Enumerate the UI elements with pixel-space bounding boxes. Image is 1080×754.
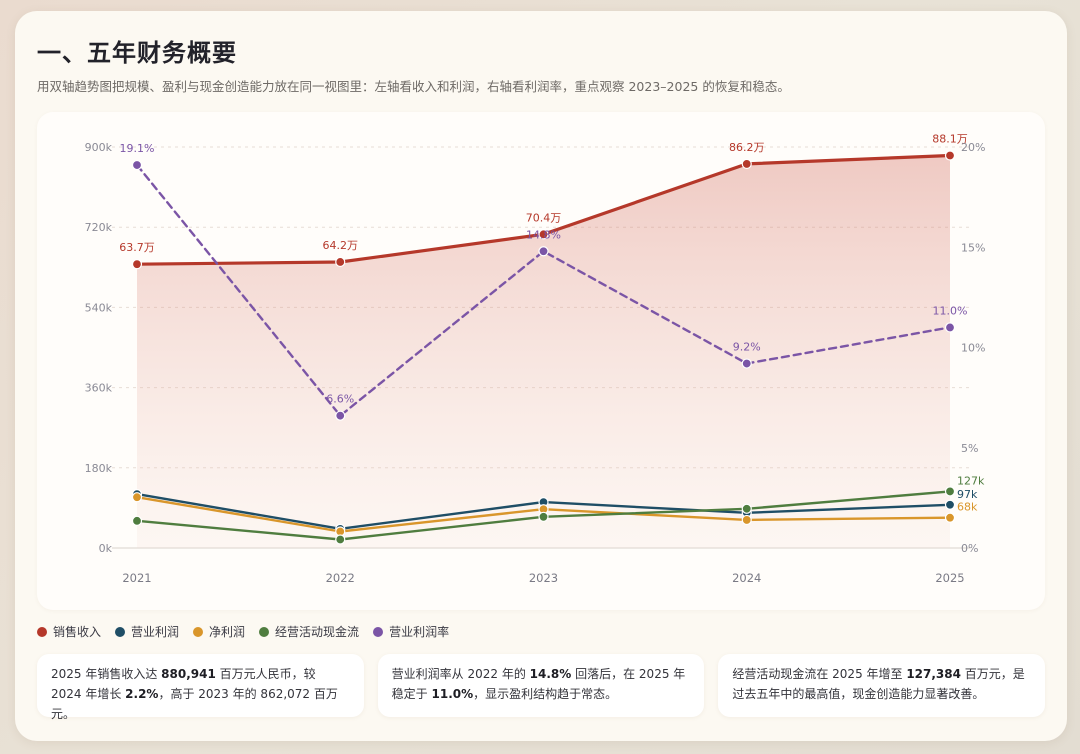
- chart-panel: 63.7万 64.2万 70.4万 86.2万 88.1万 97k 68k 127k 19.1%…: [37, 112, 1045, 610]
- right-axis-tick-label: 10%: [961, 342, 985, 355]
- legend-item[interactable]: 销售收入: [37, 623, 101, 640]
- note-text-segment: 百万元人民币，较 2024 年增长: [51, 667, 316, 701]
- left-axis-tick-label: 900k: [85, 141, 113, 154]
- data-point: [741, 503, 752, 514]
- data-point: [944, 322, 956, 333]
- x-axis-tick-label: 2025: [935, 571, 964, 585]
- left-axis-tick-label: 720k: [85, 221, 113, 234]
- legend-label: 销售收入: [53, 625, 102, 639]
- x-axis-tick-label: 2023: [529, 571, 558, 585]
- legend-swatch: [259, 626, 270, 637]
- data-point: [741, 158, 752, 170]
- right-axis-tick-label: 5%: [961, 442, 978, 455]
- left-axis-tick-label: 360k: [85, 382, 113, 395]
- note-text-segment: ，显示盈利结构趋于常态。: [473, 687, 618, 701]
- legend-item[interactable]: 营业利润率: [373, 623, 449, 640]
- x-axis-tick-label: 2022: [326, 571, 355, 585]
- data-label: 19.1%: [120, 142, 155, 155]
- left-axis-tick-label: 540k: [85, 301, 113, 314]
- data-point: [131, 492, 143, 503]
- legend-label: 经营活动现金流: [275, 625, 360, 639]
- data-label: 63.7万: [119, 241, 155, 254]
- data-label: 11.0%: [933, 304, 968, 317]
- data-point: [944, 499, 956, 510]
- legend-label: 营业利润: [131, 625, 180, 639]
- data-label: 70.4万: [526, 211, 562, 224]
- note-text-segment: 经营活动现金流在 2025 年增至: [732, 667, 907, 681]
- chart-legend: 销售收入 营业利润 净利润 经营活动现金流 营业利润率: [37, 623, 449, 640]
- note-text-segment: 880,941: [161, 667, 216, 681]
- right-axis-tick-label: 0%: [961, 542, 978, 555]
- data-point: [741, 514, 752, 526]
- legend-item[interactable]: 经营活动现金流: [259, 623, 359, 640]
- insight-notes: 2025 年销售收入达 880,941 百万元人民币，较 2024 年增长 2.…: [37, 654, 1046, 721]
- legend-swatch: [115, 626, 126, 637]
- legend-item[interactable]: 营业利润: [115, 623, 179, 640]
- data-label: 86.2万: [729, 141, 765, 154]
- x-axis-tick-label: 2021: [122, 571, 151, 585]
- data-point: [741, 358, 752, 369]
- note-text-segment: 回落后，在 2025 年稳定于: [391, 667, 686, 701]
- data-label: 88.1万: [932, 132, 968, 145]
- legend-swatch: [37, 626, 47, 637]
- left-axis-tick-label: 180k: [85, 462, 113, 475]
- data-label: 9.2%: [733, 341, 761, 354]
- legend-label: 净利润: [209, 625, 246, 639]
- note-text-segment: ，高于 2023 年的 862,072 百万元。: [51, 687, 338, 721]
- data-point: [335, 410, 346, 421]
- right-axis-tick-label: 15%: [961, 241, 985, 254]
- data-point: [538, 246, 549, 257]
- data-label: 64.2万: [323, 239, 359, 252]
- legend-swatch: [193, 626, 204, 637]
- data-point: [538, 229, 549, 240]
- page-subtitle: 用双轴趋势图把规模、盈利与现金创造能力放在同一视图里：左轴看收入和利润，右轴看利…: [37, 79, 790, 94]
- legend-label: 营业利润率: [389, 625, 450, 639]
- data-point: [944, 150, 956, 161]
- legend-swatch: [373, 626, 384, 637]
- end-label: 97k: [957, 488, 978, 501]
- insight-note-margin: 营业利润率从 2022 年的 14.8% 回落后，在 2025 年稳定于 11.…: [377, 654, 705, 717]
- note-text-segment: 127,384: [906, 667, 961, 681]
- data-label: 6.6%: [326, 393, 354, 406]
- data-label: 14.8%: [526, 228, 561, 241]
- legend-item[interactable]: 净利润: [193, 623, 245, 640]
- end-label: 68k: [957, 501, 978, 514]
- data-point: [131, 515, 143, 526]
- left-axis-tick-label: 0k: [99, 542, 113, 555]
- end-label: 127k: [957, 474, 985, 487]
- note-text-segment: 2025 年销售收入达: [51, 667, 162, 681]
- data-point: [944, 512, 956, 523]
- note-text-segment: 14.8%: [529, 667, 572, 681]
- series-area: [137, 155, 950, 548]
- report-card: 一、五年财务概要 用双轴趋势图把规模、盈利与现金创造能力放在同一视图里：左轴看收…: [15, 11, 1067, 741]
- data-point: [335, 534, 346, 545]
- data-point: [944, 486, 956, 497]
- data-point: [538, 511, 549, 522]
- note-text-segment: 11.0%: [431, 687, 474, 701]
- note-text-segment: 2.2%: [125, 687, 159, 701]
- data-point: [335, 256, 346, 268]
- note-text-segment: 营业利润率从 2022 年的: [391, 667, 530, 681]
- x-axis-tick-label: 2024: [732, 571, 761, 585]
- note-text-segment: 百万元，是过去五年中的最高值，现金创造能力显著改善。: [732, 667, 1025, 701]
- page-title: 一、五年财务概要: [37, 39, 237, 67]
- data-point: [131, 259, 143, 270]
- insight-note-revenue: 2025 年销售收入达 880,941 百万元人民币，较 2024 年增长 2.…: [37, 654, 364, 721]
- data-point: [131, 159, 143, 171]
- right-axis-tick-label: 20%: [961, 141, 985, 154]
- insight-note-cashflow: 经营活动现金流在 2025 年增至 127,384 百万元，是过去五年中的最高值…: [718, 654, 1046, 717]
